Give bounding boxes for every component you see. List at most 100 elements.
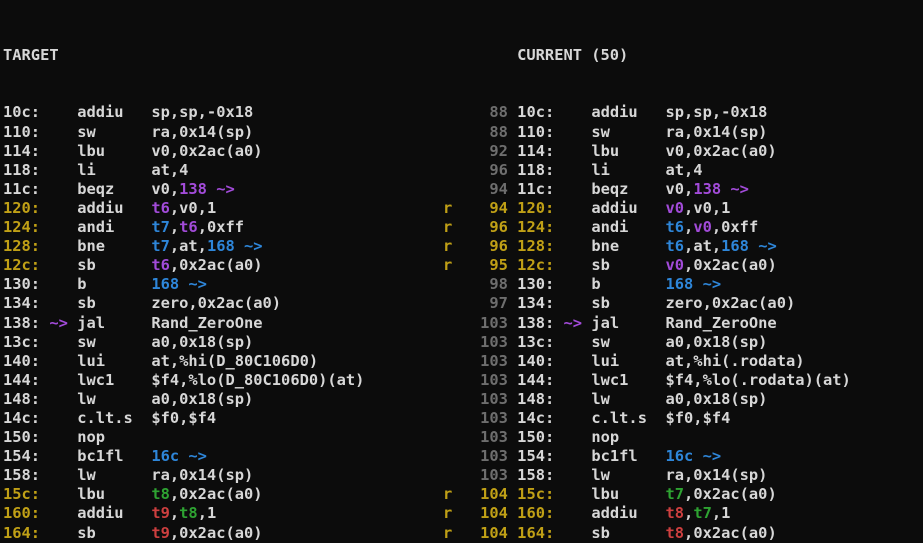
instruction-address: 164: xyxy=(3,523,41,542)
current-header-label: CURRENT (50) xyxy=(517,46,629,65)
gap xyxy=(554,161,563,179)
arrow-placeholder xyxy=(564,333,583,351)
gap xyxy=(582,294,591,312)
arrow-placeholder xyxy=(49,256,68,274)
gap xyxy=(508,447,517,465)
gap xyxy=(508,218,517,236)
gap xyxy=(40,314,49,332)
operand-text: ra,0x14(sp) xyxy=(151,122,254,141)
operand-text: ra,0x14(sp) xyxy=(151,466,254,485)
instruction-address: 158: xyxy=(517,466,555,485)
regalloc-diff-marker xyxy=(443,371,452,389)
asm-row: 92 114: lbu v0,0x2ac(a0) xyxy=(443,142,851,161)
instruction-address: 148: xyxy=(517,389,555,408)
target-header-label: TARGET xyxy=(3,46,59,65)
mnemonic: lbu xyxy=(77,141,152,160)
gap xyxy=(508,524,517,542)
regalloc-diff-marker: r xyxy=(443,523,453,542)
asm-row: r 104 15c: lbu t7,0x2ac(a0) xyxy=(443,485,851,504)
asm-row: 15c: lbu t8,0x2ac(a0) xyxy=(3,485,364,504)
instruction-address: 15c: xyxy=(3,485,41,504)
instruction-address: 160: xyxy=(3,504,41,523)
mnemonic: addiu xyxy=(77,504,152,523)
regalloc-diff-marker xyxy=(443,333,452,351)
gap xyxy=(582,199,591,217)
instruction-address: 130: xyxy=(517,275,555,294)
gap xyxy=(508,428,517,446)
operand-text: v0, xyxy=(665,179,694,198)
instruction-address: 154: xyxy=(517,447,555,466)
mnemonic: bc1fl xyxy=(591,447,666,466)
mnemonic: nop xyxy=(77,428,152,447)
source-line-number: 96 xyxy=(452,218,508,237)
asm-row: r 95 12c: sb v0,0x2ac(a0) xyxy=(443,256,851,275)
operand-register: t8 xyxy=(151,485,170,504)
arrow-placeholder xyxy=(564,275,583,293)
instruction-address: 140: xyxy=(517,351,555,370)
asm-row: 103 154: bc1fl 16c ~> xyxy=(443,447,851,466)
instruction-address: 150: xyxy=(3,428,41,447)
asm-row: 158: lw ra,0x14(sp) xyxy=(3,466,364,485)
mnemonic: lui xyxy=(77,351,152,370)
arrow-placeholder xyxy=(49,485,68,503)
instruction-address: 14c: xyxy=(3,408,41,427)
gap xyxy=(68,409,77,427)
arrow-placeholder xyxy=(564,218,583,236)
operand-text: a0,0x18(sp) xyxy=(151,332,254,351)
asm-row: 150: nop xyxy=(3,428,364,447)
gap xyxy=(508,123,517,141)
gap xyxy=(582,237,591,255)
arrow-placeholder xyxy=(49,199,68,217)
asm-row: 154: bc1fl 16c ~> xyxy=(3,447,364,466)
mnemonic: sb xyxy=(591,294,666,313)
gap xyxy=(508,294,517,312)
instruction-address: 120: xyxy=(3,198,41,217)
gap xyxy=(40,180,49,198)
operand-register: t7 xyxy=(151,237,170,256)
gap xyxy=(68,103,77,121)
gap xyxy=(68,294,77,312)
operand-text: zero,0x2ac(a0) xyxy=(665,294,796,313)
gap xyxy=(68,180,77,198)
gap xyxy=(508,485,517,503)
regalloc-diff-marker: r xyxy=(443,237,453,256)
mnemonic: sb xyxy=(77,294,152,313)
gap xyxy=(40,275,49,293)
gap xyxy=(554,275,563,293)
gap xyxy=(508,103,517,121)
operand-register: 168 ~> xyxy=(206,237,263,256)
instruction-address: 110: xyxy=(3,122,41,141)
arrow-placeholder xyxy=(564,428,583,446)
asm-row: r 94 120: addiu v0,v0,1 xyxy=(443,199,851,218)
regalloc-diff-marker xyxy=(443,428,452,446)
arrow-placeholder xyxy=(49,371,68,389)
arrow-placeholder xyxy=(564,161,583,179)
operand-text: ,0x2ac(a0) xyxy=(169,485,263,504)
source-line-number: 88 xyxy=(452,103,508,122)
arrow-placeholder xyxy=(564,447,583,465)
mnemonic: sb xyxy=(77,523,152,542)
arrow-placeholder xyxy=(564,390,583,408)
gap xyxy=(554,409,563,427)
asm-row: 11c: beqz v0,138 ~> xyxy=(3,180,364,199)
instruction-address: 110: xyxy=(517,122,555,141)
gap xyxy=(40,371,49,389)
mnemonic: lw xyxy=(591,466,666,485)
arrow-placeholder xyxy=(49,275,68,293)
gap xyxy=(40,409,49,427)
arrow-placeholder xyxy=(49,333,68,351)
instruction-address: 13c: xyxy=(517,332,555,351)
regalloc-diff-marker: r xyxy=(443,198,453,217)
arrow-placeholder xyxy=(564,199,583,217)
operand-register: t7 xyxy=(151,218,170,237)
asm-row: 97 134: sb zero,0x2ac(a0) xyxy=(443,294,851,313)
arrow-placeholder xyxy=(49,524,68,542)
source-line-number: 96 xyxy=(452,237,508,256)
instruction-address: 10c: xyxy=(3,103,41,122)
mnemonic: bne xyxy=(591,237,666,256)
operand-register: v0 xyxy=(665,198,685,217)
source-line-number: 95 xyxy=(452,256,508,275)
mnemonic: lui xyxy=(591,351,666,370)
gap xyxy=(40,466,49,484)
